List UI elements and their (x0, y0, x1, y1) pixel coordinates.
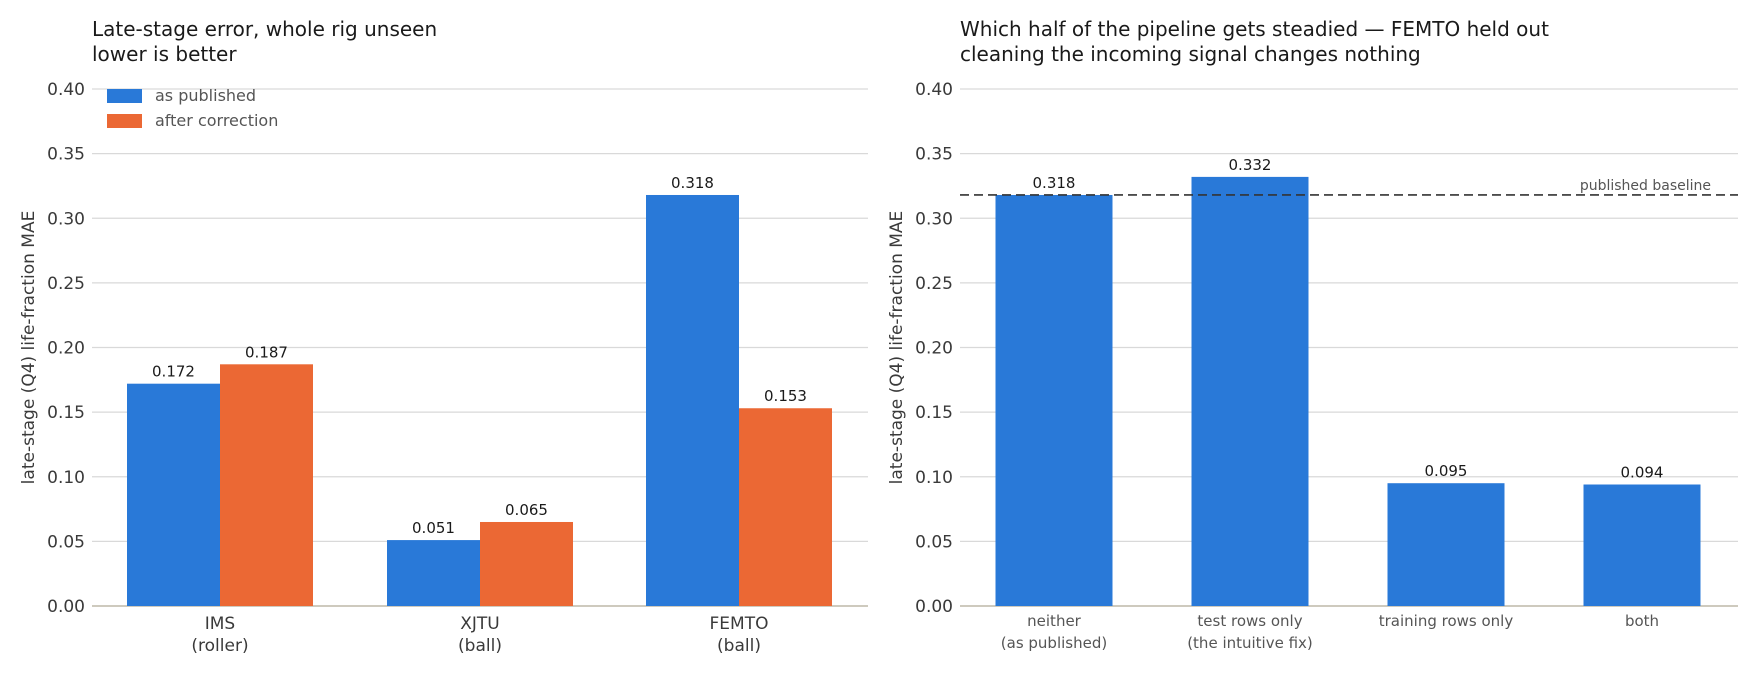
bar-value-label: 0.318 (671, 174, 714, 192)
left-y-tick-label: 0.20 (47, 339, 85, 359)
bar-value-label: 0.065 (505, 501, 548, 519)
x-tick-label: (roller) (191, 636, 248, 656)
x-tick-label: neither (1027, 612, 1082, 630)
bar-value-label: 0.095 (1425, 462, 1468, 480)
left-y-tick-label: 0.40 (47, 80, 85, 100)
right-y-tick-label: 0.25 (915, 274, 953, 294)
bar-value-label: 0.153 (764, 387, 807, 405)
right-y-tick-label: 0.35 (915, 145, 953, 165)
x-tick-label: training rows only (1379, 612, 1514, 630)
right-title-line: Which half of the pipeline gets steadied… (960, 17, 1549, 41)
legend-swatch-corrected (107, 114, 142, 128)
bar-published (995, 194, 1113, 607)
right-y-axis-label: late-stage (Q4) life-fraction MAE (887, 211, 907, 485)
right-y-tick-label: 0.15 (915, 403, 953, 423)
right-y-tick-label: 0.00 (915, 597, 953, 617)
left-y-axis-label: late-stage (Q4) life-fraction MAE (19, 211, 39, 485)
x-tick-label: FEMTO (710, 614, 769, 634)
bar-value-label: 0.172 (152, 363, 195, 381)
chart-panel-left: Late-stage error, whole rig unseenlower … (19, 17, 868, 656)
chart-panel-right: Which half of the pipeline gets steadied… (887, 17, 1738, 652)
baseline-reference-label: published baseline (1580, 178, 1711, 194)
x-tick-label: (as published) (1001, 634, 1107, 652)
bar-published (646, 194, 739, 607)
x-tick-label: IMS (205, 614, 235, 634)
right-y-tick-label: 0.30 (915, 209, 953, 229)
x-tick-label: test rows only (1197, 612, 1302, 630)
x-tick-label: (ball) (458, 636, 502, 656)
left-title-line: Late-stage error, whole rig unseen (92, 17, 437, 41)
left-y-tick-label: 0.00 (47, 597, 85, 617)
left-y-tick-label: 0.30 (47, 209, 85, 229)
left-y-tick-label: 0.35 (47, 145, 85, 165)
bar-value-label: 0.187 (245, 343, 288, 361)
bar-published (1583, 484, 1701, 606)
left-y-tick-label: 0.25 (47, 274, 85, 294)
bar-published (127, 383, 220, 606)
right-y-tick-label: 0.10 (915, 468, 953, 488)
right-y-tick-label: 0.05 (915, 532, 953, 552)
left-y-tick-label: 0.15 (47, 403, 85, 423)
x-tick-label: (ball) (717, 636, 761, 656)
x-tick-label: XJTU (460, 614, 500, 634)
bar-value-label: 0.051 (412, 519, 455, 537)
bar-corrected (480, 521, 573, 606)
right-y-tick-label: 0.20 (915, 339, 953, 359)
bar-published (387, 540, 480, 606)
legend-label: after correction (155, 111, 278, 130)
bar-corrected (739, 408, 832, 606)
bar-value-label: 0.332 (1229, 156, 1272, 174)
left-y-tick-label: 0.05 (47, 532, 85, 552)
bar-published (1387, 483, 1505, 606)
bar-published (1191, 176, 1309, 606)
right-y-tick-label: 0.40 (915, 80, 953, 100)
bar-value-label: 0.094 (1621, 464, 1664, 482)
x-tick-label: both (1625, 612, 1659, 630)
left-y-tick-label: 0.10 (47, 468, 85, 488)
legend-swatch-published (107, 89, 142, 103)
bar-corrected (220, 364, 313, 606)
bar-value-label: 0.318 (1033, 174, 1076, 192)
left-title-line: lower is better (92, 42, 237, 66)
right-title-line: cleaning the incoming signal changes not… (960, 42, 1421, 66)
legend-label: as published (155, 86, 256, 105)
x-tick-label: (the intuitive fix) (1187, 634, 1313, 652)
